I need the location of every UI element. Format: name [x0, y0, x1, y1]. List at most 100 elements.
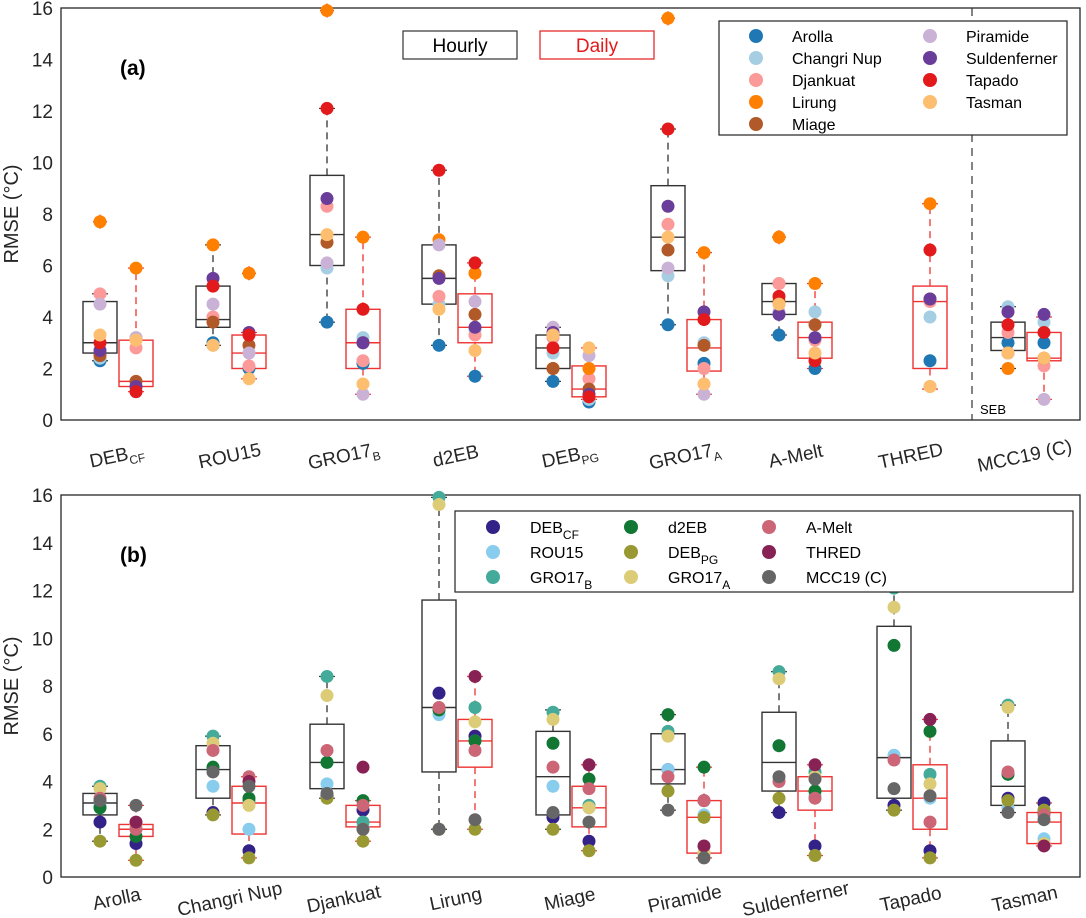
legend-marker [923, 29, 937, 43]
data-point-piramide [661, 261, 675, 275]
data-point-deb-pg [206, 808, 220, 822]
hourly-box [195, 244, 231, 346]
y-tick-label: 0 [42, 411, 53, 432]
data-point-a-melt [582, 782, 596, 796]
data-point-piramide [1037, 392, 1051, 406]
hourly-box [421, 169, 457, 346]
legend-item: Tapado [923, 73, 1019, 90]
y-axis-label: RMSE (°C) [1, 164, 23, 263]
legend-marker [486, 570, 500, 584]
data-point-suldenferner [320, 192, 334, 206]
panel-a: 0 2 4 6 8 10 12 14 16 RMSE (°C) (a) DEBCF ROU15 GRO17… [1, 0, 1081, 478]
data-point-gro17-a [923, 777, 937, 791]
data-point-tapado [129, 385, 143, 399]
data-point-d2eb [320, 755, 334, 769]
x-tick-label: Miage [542, 884, 597, 915]
data-point-thred [129, 815, 143, 829]
data-point-djankuat [661, 217, 675, 231]
data-point-deb-pg [468, 822, 482, 836]
x-tick-label: Tasman [990, 882, 1059, 916]
data-point-tasman [1037, 351, 1051, 365]
x-tick-label: Lirung [428, 884, 484, 916]
box-iqr [457, 293, 493, 344]
data-point-arolla [432, 338, 446, 352]
data-point-gro17-a [320, 689, 334, 703]
daily-key-label: Daily [576, 36, 619, 57]
data-point-gro17-a [468, 715, 482, 729]
data-point-tapado [1001, 318, 1015, 332]
y-tick-label: 4 [42, 773, 53, 794]
data-point-deb-pg [772, 791, 786, 805]
panel-label: (b) [120, 544, 147, 567]
box-iqr [912, 285, 948, 370]
hourly-box [876, 587, 912, 811]
data-point-lirung [808, 277, 822, 291]
data-point-a-melt [320, 743, 334, 757]
axes-frame [60, 7, 1081, 421]
legend-item: Arolla [749, 29, 833, 46]
legend-label: DEBPG [668, 545, 718, 567]
y-tick-label: 4 [42, 308, 53, 329]
x-tick-label: MCC19 (C) [976, 436, 1074, 477]
data-point-gro17-b [320, 669, 334, 683]
data-point-arolla [546, 374, 560, 388]
data-point-tapado [582, 390, 596, 404]
legend-label: Miage [792, 117, 836, 134]
legend-marker [923, 51, 937, 65]
data-point-arolla [772, 328, 786, 342]
data-point-thred [697, 839, 711, 853]
y-tick-label: 6 [42, 725, 53, 746]
data-point-gro17-a [772, 672, 786, 686]
data-point-gro17-a [432, 498, 446, 512]
data-point-deb-pg [1001, 794, 1015, 808]
data-point-mcc19-c- [320, 786, 334, 800]
data-point-piramide [93, 297, 107, 311]
data-point-d2eb [772, 739, 786, 753]
box-iqr [912, 764, 948, 830]
data-point-d2eb [661, 708, 675, 722]
data-point-thred [582, 758, 596, 772]
data-point-d2eb [546, 736, 560, 750]
legend-label: Changri Nup [792, 51, 882, 68]
data-point-gro17-a [582, 801, 596, 815]
data-point-tapado [242, 328, 256, 342]
data-point-mcc19-c- [129, 798, 143, 812]
data-point-lirung [661, 11, 675, 25]
legend-item: Lirung [749, 95, 836, 112]
legend-marker [624, 570, 638, 584]
box-iqr [309, 174, 345, 267]
x-tick-label: Changri Nup [176, 878, 285, 918]
data-point-rou15 [546, 779, 560, 793]
data-point-piramide [320, 256, 334, 270]
data-point-mcc19-c- [432, 822, 446, 836]
data-point-d2eb [887, 638, 901, 652]
hourly-box [421, 496, 457, 830]
legend-marker [749, 29, 763, 43]
data-point-lirung [206, 238, 220, 252]
data-point-a-melt [887, 753, 901, 767]
data-point-d2eb [923, 724, 937, 738]
data-point-rou15 [320, 777, 334, 791]
data-point-tasman [1001, 346, 1015, 360]
legend-item: GRO17B [486, 570, 592, 592]
data-point-changri-nup [808, 305, 822, 319]
data-point-djankuat [432, 289, 446, 303]
data-point-tasman [808, 346, 822, 360]
panel-b: 0 2 4 6 8 10 12 14 16 RMSE (°C) (b) Arolla Changri N… [1, 486, 1081, 918]
data-point-suldenferner [1037, 307, 1051, 321]
data-point-deb-pg [356, 834, 370, 848]
data-point-thred [808, 758, 822, 772]
data-point-tasman [923, 380, 937, 394]
data-point-deb-pg [887, 803, 901, 817]
x-tick-label: GRO17A [647, 439, 723, 478]
legend-label: Suldenferner [966, 51, 1058, 68]
data-point-tasman [468, 343, 482, 357]
data-point-mcc19-c- [697, 851, 711, 865]
data-point-gro17-a [661, 729, 675, 743]
legend-item: GRO17A [624, 570, 730, 592]
data-point-mcc19-c- [1001, 806, 1015, 820]
data-point-a-melt [923, 815, 937, 829]
data-point-a-melt [1001, 765, 1015, 779]
data-point-arolla [468, 369, 482, 383]
